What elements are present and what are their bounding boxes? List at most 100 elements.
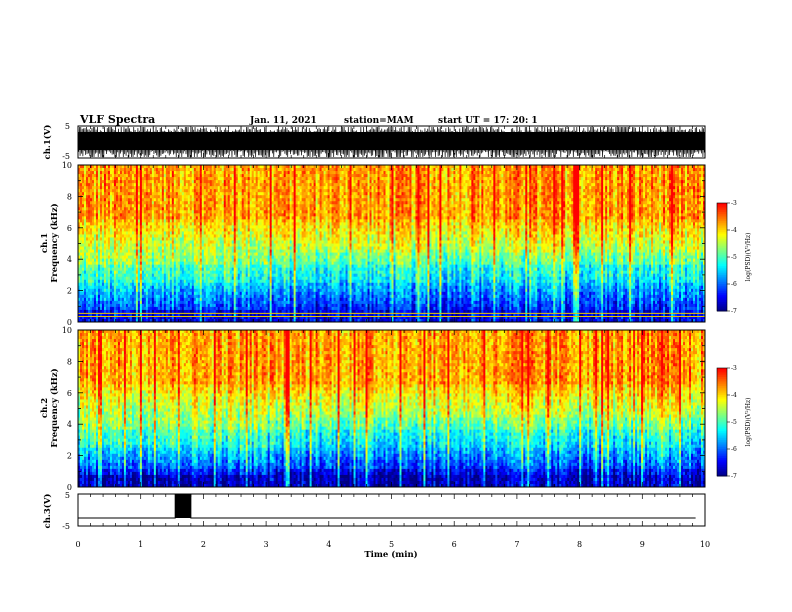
spectrogram-cell [91,225,95,229]
spectrogram-cell [87,186,91,190]
spectrogram-cell [173,258,177,263]
spectrogram-cell [87,255,91,259]
spectrogram-cell [81,294,85,299]
spectrogram-cell [133,255,137,259]
spectrogram-cell [171,201,175,205]
spectrogram-cell [173,174,177,178]
spectrogram-cell [167,261,171,266]
spectrogram-cell [133,231,137,235]
spectrogram-cell [103,291,107,296]
spectrogram-cell [101,294,105,299]
spectrogram-cell [157,303,161,308]
spectrogram-cell [83,210,87,214]
spectrogram-cell [78,243,81,247]
spectrogram-cell [157,258,161,263]
spectrogram-cell [177,171,181,175]
spectrogram-cell [157,237,161,241]
spectrogram-cell [159,180,163,184]
spectrogram-cell [83,315,87,320]
spectrogram-cell [167,264,171,269]
spectrogram-cell [171,165,175,169]
spectrogram-cell [80,195,83,199]
spectrogram-cell [83,240,87,244]
spectrogram-cell [147,213,151,217]
spectrogram-cell [81,216,85,220]
spectrogram-cell [141,249,145,253]
spectrogram-cell [133,288,137,293]
spectrogram-cell [121,195,125,199]
spectrogram-cell [171,219,175,223]
spectrogram-cell [131,303,135,308]
date-label: Jan. 11, 2021 [249,116,317,126]
spectrogram-cell [115,282,119,287]
spectrogram-cell [89,195,93,199]
spectrogram-cell [133,210,137,214]
spectrogram-cell [125,291,129,296]
spectrogram-cell [91,195,95,199]
spectrogram-cell [133,171,137,175]
spectrogram-cell [101,276,105,281]
spectrogram-cell [101,237,105,241]
spectrogram-cell [125,213,129,217]
spectrogram-cell [123,201,127,205]
spectrogram-cell [127,216,131,220]
spectrogram-cell [105,276,109,281]
spectrogram-cell [167,228,171,232]
spectrogram-cell [135,288,139,293]
spectrogram-cell [109,168,113,172]
spectrogram-cell [147,180,151,184]
spectrogram-cell [135,222,139,226]
spectrogram-cell [103,216,107,220]
spectrogram-cell [135,264,139,269]
spectrogram-cell [157,234,161,238]
spectrogram-cell [117,177,121,181]
spectrogram-cell [109,207,113,211]
spectrogram-cell [159,222,163,226]
spectrogram-cell [137,312,141,317]
ch1-ytick-bottom: -5 [62,152,70,161]
spectrogram-cell [127,198,131,202]
spectrogram-cell [111,171,115,175]
spectrogram-cell [159,213,163,217]
spectrogram-cell [163,267,167,272]
spectrogram-cell [123,246,127,250]
spectrogram-cell [107,240,111,244]
spectrogram-cell [169,192,173,196]
spectrogram-cell [129,168,133,172]
spectrogram-cell [159,291,163,296]
spectrogram-cell [105,204,109,208]
spectrogram-cell [125,249,129,253]
spectrogram-cell [173,279,177,284]
spectrogram-cell [109,309,113,314]
spectrogram-cell [91,309,95,314]
spectrogram-cell [143,216,147,220]
spectrogram-cell [99,306,103,311]
spectrogram-cell [175,294,179,299]
spectrogram-cell [111,186,115,190]
spectrogram-cell [135,312,139,317]
spectrogram-cell [93,201,97,205]
spectrogram-cell [135,255,139,259]
spectrogram-cell [149,297,153,302]
spectrogram-cell [117,270,121,275]
spectrogram-cell [87,240,91,244]
spectrogram-cell [177,243,181,247]
spectrogram-cell [165,213,169,217]
spectrogram-cell [105,249,109,253]
spectrogram-cell [161,186,165,190]
spectrogram-cell [89,285,93,290]
spectrogram-cell [109,234,113,238]
spectrogram-cell [105,219,109,223]
spectrogram-cell [117,261,121,266]
spectrogram-cell [145,183,149,187]
spectrogram-cell [111,318,115,323]
spectrogram-cell [175,246,179,250]
spectrogram-cell [113,210,117,214]
spectrogram-cell [117,204,121,208]
spectrogram-cell [163,231,167,235]
spectrogram-cell [80,237,83,241]
spectrogram-cell [97,297,101,302]
spectrogram-cell [99,168,103,172]
spectrogram-cell [105,165,109,169]
spectrogram-cell [153,249,157,253]
